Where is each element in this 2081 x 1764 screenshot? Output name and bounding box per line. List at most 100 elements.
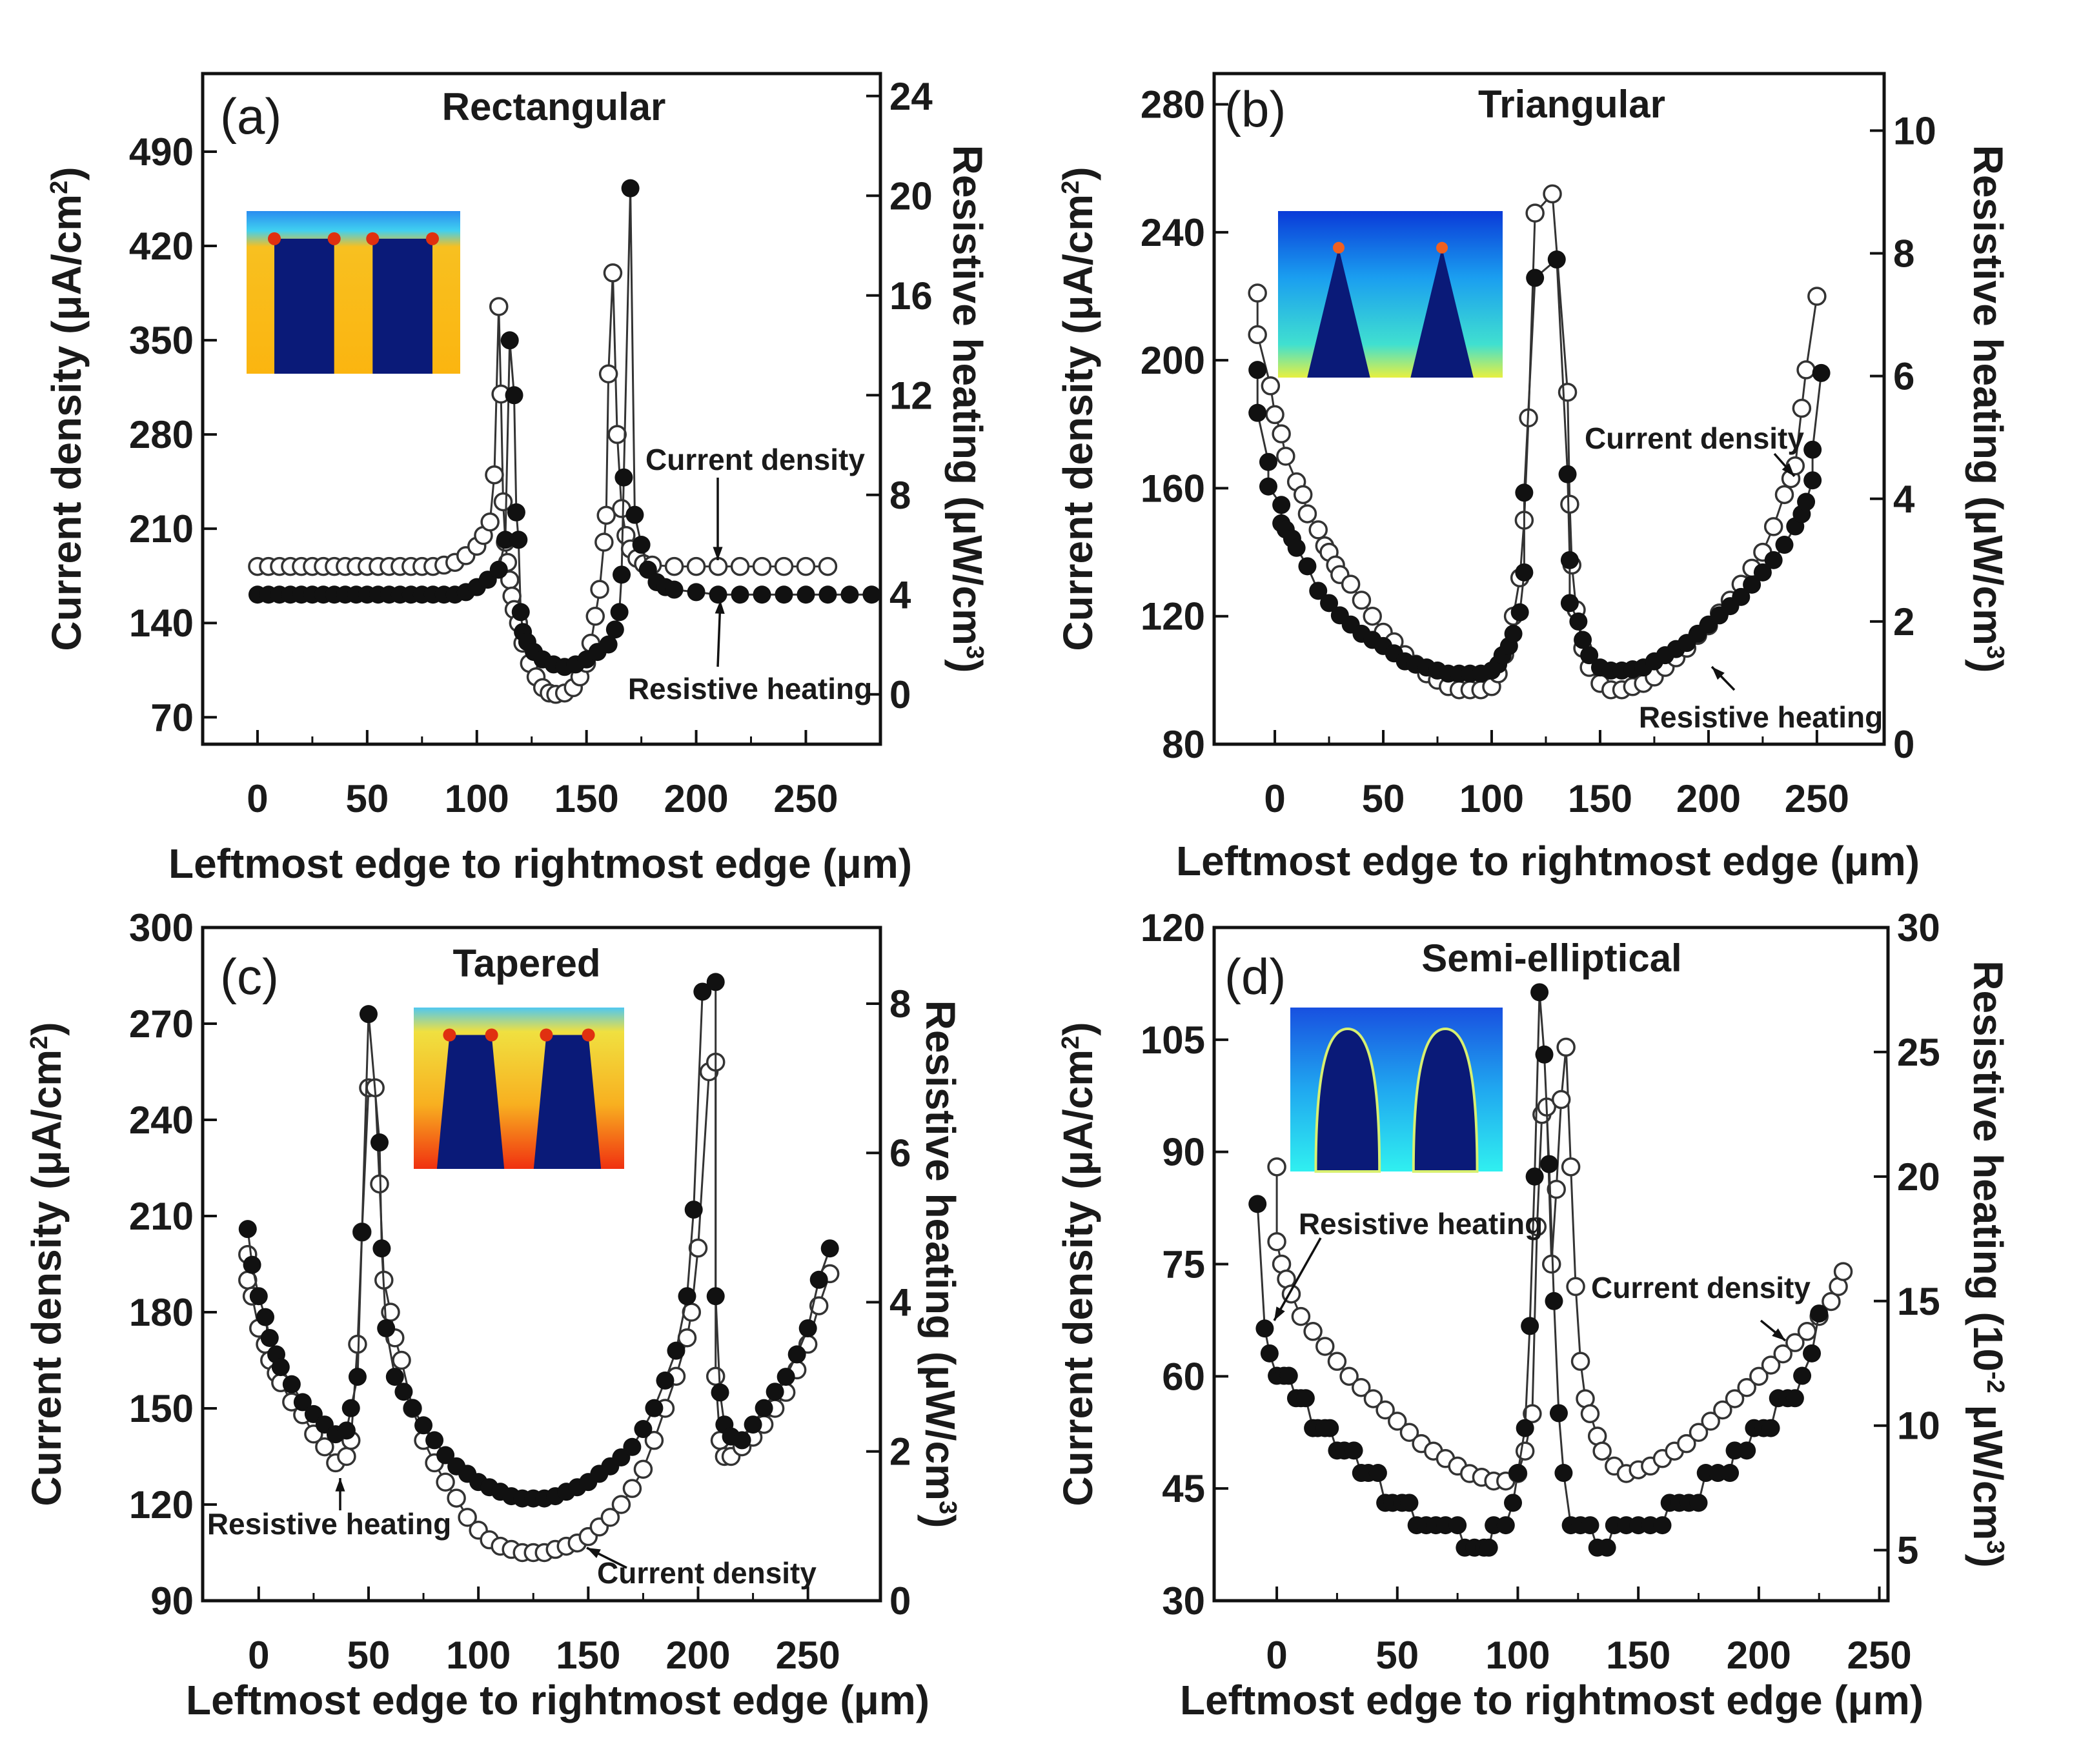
data-point-open <box>315 1437 334 1457</box>
data-point-filled <box>634 1420 653 1439</box>
data-point-filled <box>436 1446 455 1465</box>
y-tick-label: 140 <box>129 602 194 645</box>
x-tick-label: 200 <box>665 1634 730 1677</box>
data-point-filled <box>809 1270 828 1289</box>
label-part: Current density (μA/cm <box>23 1049 70 1506</box>
label-part: Resistive heating (μW/cm <box>917 1000 964 1501</box>
data-point-filled <box>1545 1292 1563 1310</box>
data-point-filled <box>1753 563 1772 582</box>
data-point-filled <box>1260 1344 1279 1363</box>
data-point-open <box>1792 398 1812 418</box>
annotation-label: Current density <box>1591 1271 1811 1304</box>
y2-tick-label: 10 <box>1897 1404 1940 1448</box>
data-point-filled <box>610 603 629 622</box>
data-point-filled <box>1689 1494 1708 1512</box>
y-tick-label: 120 <box>1141 595 1205 638</box>
annotation-label: Resistive heating <box>628 672 872 705</box>
annotation-label: Resistive heating <box>1639 700 1883 734</box>
data-point-open <box>1525 203 1545 223</box>
plot-frame <box>201 72 882 746</box>
data-point-open <box>1689 1423 1709 1442</box>
y2-tick-label: 2 <box>889 1430 911 1474</box>
data-point-filled <box>777 1368 795 1386</box>
data-point-open <box>1388 1412 1407 1431</box>
data-point-filled <box>766 1383 784 1401</box>
data-point-open <box>686 556 706 576</box>
data-point-filled <box>667 1341 685 1360</box>
y2-axis-label: Resistive heating (μW/cm3) <box>944 145 991 673</box>
data-point-filled <box>744 1415 762 1434</box>
inset-hotspot <box>425 232 439 245</box>
data-point-filled <box>1738 1441 1756 1460</box>
y2-tick-label: 0 <box>1893 723 1914 766</box>
data-point-filled <box>1743 575 1761 594</box>
data-point-open <box>458 1508 477 1527</box>
data-point-open <box>752 556 772 576</box>
data-point-filled <box>496 531 514 549</box>
y2-tick-label: 20 <box>889 174 933 218</box>
x-tick-label: 250 <box>1847 1634 1912 1677</box>
chart-panel-a: 0 50 100 150 200 250 70 140 210 280 350 420 490 0 4 8 12… <box>43 72 991 887</box>
data-point-filled <box>625 505 644 524</box>
data-point-open <box>1248 325 1267 345</box>
y-axis-label: Current density (μA/cm2) <box>1055 167 1101 651</box>
data-point-open <box>485 465 504 485</box>
label-part: Current density (μA/cm <box>43 194 90 651</box>
data-point-filled <box>1510 603 1529 622</box>
y-tick-label: 120 <box>129 1483 194 1526</box>
y2-tick-label: 24 <box>889 75 933 118</box>
data-point-open <box>607 425 627 444</box>
superscript: 2 <box>1057 1036 1084 1049</box>
arrowhead-icon <box>1712 667 1725 680</box>
data-point-open <box>436 1472 455 1492</box>
x-axis-label: Leftmost edge to rightmost edge (μm) <box>1176 838 1920 884</box>
y-tick-label: 75 <box>1162 1243 1205 1286</box>
y-axis-label: Current density (μA/cm2) <box>1055 1022 1101 1506</box>
panel-letter: (d) <box>1224 948 1286 1005</box>
data-point-filled <box>1812 363 1831 382</box>
x-tick-label: 100 <box>1485 1634 1550 1677</box>
y-tick-label: 490 <box>129 130 194 174</box>
x-tick-label: 0 <box>1264 777 1285 820</box>
data-point-open <box>594 532 614 552</box>
inset-hotspot <box>1332 241 1345 254</box>
data-point-filled <box>1504 624 1523 643</box>
inset-hotspot <box>540 1028 553 1042</box>
data-point-open <box>1833 1262 1853 1281</box>
y2-tick-label: 4 <box>1893 478 1915 521</box>
y-tick-label: 80 <box>1162 723 1205 766</box>
y2-tick-label: 10 <box>1893 109 1936 152</box>
data-point-open <box>622 1479 642 1498</box>
data-point-filled <box>1320 594 1339 613</box>
y2-tick-label: 0 <box>889 673 911 716</box>
inset-electrode <box>1307 247 1370 378</box>
data-point-open <box>1293 485 1313 505</box>
data-point-open <box>818 556 838 576</box>
y-tick-label: 150 <box>129 1387 194 1430</box>
y-tick-label: 240 <box>1141 211 1205 254</box>
data-point-filled <box>505 386 523 405</box>
data-point-filled <box>1785 1389 1804 1408</box>
data-point-filled <box>1248 403 1267 422</box>
data-point-open <box>1773 1344 1792 1364</box>
chart-title: Semi-elliptical <box>1421 937 1681 980</box>
data-point-open <box>598 364 618 384</box>
y2-tick-label: 20 <box>1897 1155 1940 1199</box>
y-tick-label: 180 <box>129 1291 194 1334</box>
data-point-open <box>337 1446 356 1466</box>
plot-frame <box>1212 72 1886 746</box>
data-point-open <box>1592 1441 1612 1461</box>
x-axis-label: Leftmost edge to rightmost edge (μm) <box>168 840 912 887</box>
data-point-filled <box>425 1431 444 1450</box>
data-point-open <box>708 556 728 576</box>
data-point-filled <box>293 1393 312 1412</box>
data-point-open <box>1515 1441 1535 1461</box>
data-point-filled <box>1530 983 1549 1002</box>
data-point-filled <box>687 583 706 602</box>
data-point-open <box>1570 1352 1590 1371</box>
data-point-open <box>1547 1179 1566 1199</box>
inset-electrode <box>372 238 432 374</box>
label-part: Resistive heating (μW/cm <box>1965 145 2011 645</box>
data-point-filled <box>1558 465 1577 483</box>
data-point-open <box>596 505 616 525</box>
